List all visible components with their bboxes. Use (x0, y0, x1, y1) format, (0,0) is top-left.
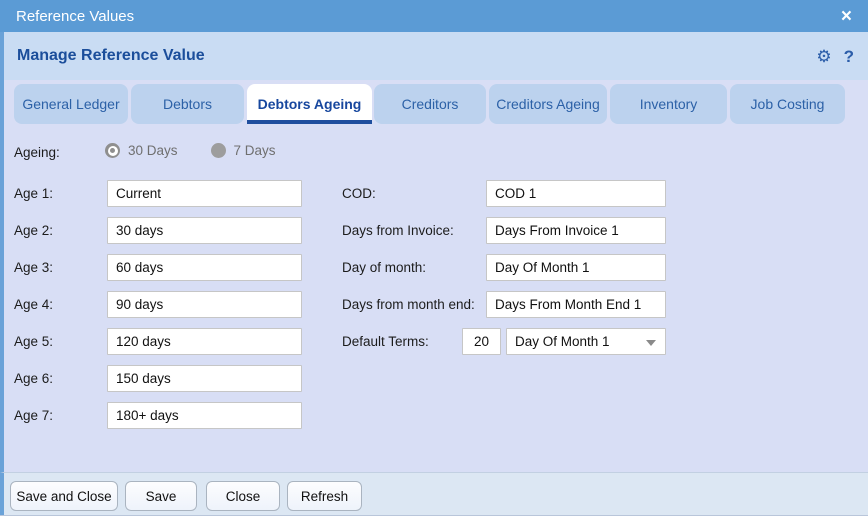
day-of-month-input[interactable] (486, 254, 666, 281)
age7-input[interactable] (107, 402, 302, 429)
window-titlebar: Reference Values × (0, 0, 868, 32)
age6-label: Age 6: (14, 371, 54, 386)
age5-label: Age 5: (14, 334, 54, 349)
age5-input[interactable] (107, 328, 302, 355)
dialog-header: Manage Reference Value ⚙ ? (0, 32, 868, 80)
radio-unselected-icon[interactable] (210, 143, 226, 158)
default-terms-type-value: Day Of Month 1 (515, 334, 610, 349)
page-title: Manage Reference Value (17, 47, 205, 64)
help-icon[interactable]: ? (843, 46, 854, 66)
gear-icon[interactable]: ⚙ (816, 46, 832, 66)
save-and-close-button[interactable]: Save and Close (10, 481, 118, 511)
age7-label: Age 7: (14, 408, 54, 423)
radio-selected-icon[interactable] (105, 143, 120, 158)
radio-30-days-label: 30 Days (128, 143, 178, 158)
ageing-radio-group: 30 Days 7 Days (105, 143, 276, 158)
save-button[interactable]: Save (125, 481, 197, 511)
age3-label: Age 3: (14, 260, 54, 275)
default-terms-days-input[interactable] (462, 328, 501, 355)
age6-input[interactable] (107, 365, 302, 392)
days-from-invoice-label: Days from Invoice: (342, 223, 454, 238)
tab-debtors[interactable]: Debtors (131, 84, 244, 124)
default-terms-label: Default Terms: (342, 334, 429, 349)
refresh-button[interactable]: Refresh (287, 481, 362, 511)
age1-label: Age 1: (14, 186, 54, 201)
days-from-invoice-input[interactable] (486, 217, 666, 244)
ageing-label: Ageing: (14, 145, 60, 160)
close-icon[interactable]: × (840, 5, 852, 27)
age3-input[interactable] (107, 254, 302, 281)
age4-input[interactable] (107, 291, 302, 318)
chevron-down-icon (646, 340, 656, 346)
age4-label: Age 4: (14, 297, 54, 312)
cod-label: COD: (342, 186, 376, 201)
tab-job-costing[interactable]: Job Costing (730, 84, 845, 124)
age2-label: Age 2: (14, 223, 54, 238)
age1-input[interactable] (107, 180, 302, 207)
radio-30-days[interactable]: 30 Days (105, 143, 178, 158)
radio-7-days[interactable]: 7 Days (210, 143, 276, 158)
default-terms-type-dropdown[interactable]: Day Of Month 1 (506, 328, 666, 355)
dialog-body: General Ledger Debtors Debtors Ageing Cr… (0, 80, 868, 472)
tab-creditors-ageing[interactable]: Creditors Ageing (489, 84, 607, 124)
tab-inventory[interactable]: Inventory (610, 84, 727, 124)
dialog-footer: Save and Close Save Close Refresh (0, 472, 868, 515)
tab-debtors-ageing[interactable]: Debtors Ageing (247, 84, 372, 124)
cod-input[interactable] (486, 180, 666, 207)
window-title: Reference Values (16, 7, 135, 25)
close-button[interactable]: Close (206, 481, 280, 511)
days-from-month-end-input[interactable] (486, 291, 666, 318)
days-from-month-end-label: Days from month end: (342, 297, 475, 312)
tab-general-ledger[interactable]: General Ledger (14, 84, 128, 124)
radio-7-days-label: 7 Days (233, 143, 276, 158)
age2-input[interactable] (107, 217, 302, 244)
tab-creditors[interactable]: Creditors (374, 84, 486, 124)
day-of-month-label: Day of month: (342, 260, 427, 275)
